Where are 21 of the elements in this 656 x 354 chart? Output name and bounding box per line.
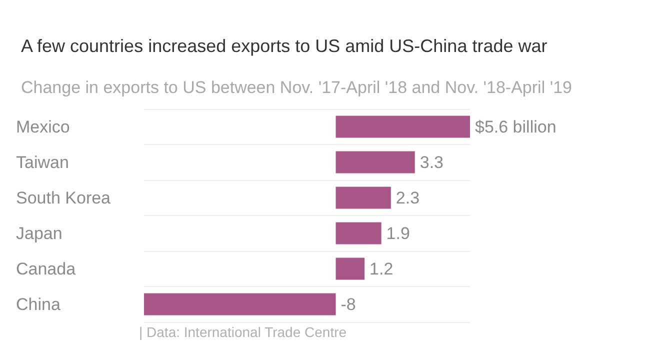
data-label: 3.3 [420, 152, 444, 172]
y-tick-label: South Korea [16, 188, 112, 208]
chart-subtitle: Change in exports to US between Nov. '17-April '18 and Nov. '18-April '19 [21, 78, 572, 97]
bar [144, 293, 336, 316]
data-label: 1.9 [386, 224, 410, 243]
y-tick-label: Canada [16, 259, 76, 278]
data-label: 1.2 [370, 259, 394, 278]
data-label: 2.3 [396, 188, 420, 208]
y-tick-label: China [16, 294, 61, 314]
bar [336, 116, 470, 138]
text: | Data: International Trade Centre [139, 324, 347, 340]
y-tick-label: Japan [16, 224, 62, 243]
bar [336, 258, 365, 280]
bar [336, 151, 415, 174]
chart-title: A few countries increased exports to US amid US-China trade war [21, 36, 548, 56]
data-label: $5.6 billion [475, 117, 556, 136]
bar [336, 186, 391, 209]
bar [336, 222, 382, 244]
y-tick-label: Taiwan [16, 152, 69, 172]
data-label: -8 [340, 294, 356, 314]
y-tick-label: Mexico [16, 117, 70, 136]
